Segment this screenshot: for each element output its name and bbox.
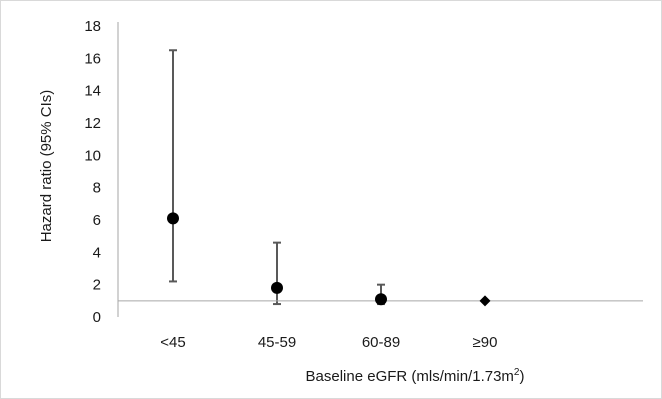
x-axis-title-main: Baseline eGFR (mls/min/1.73m [306, 368, 514, 385]
data-point-diamond [479, 295, 491, 307]
y-tick-label: 0 [93, 309, 101, 326]
data-point [271, 281, 283, 294]
x-tick-label: ≥90 [473, 334, 498, 351]
x-tick-labels: <45 45-59 60-89 ≥90 [160, 334, 497, 351]
data-point [167, 212, 179, 225]
x-axis-title: Baseline eGFR (mls/min/1.73m2) [306, 367, 525, 385]
y-tick-labels: 0 2 4 6 8 10 12 14 16 18 [84, 18, 101, 326]
y-tick-label: 6 [93, 212, 101, 229]
x-tick-label: <45 [160, 334, 185, 351]
y-tick-label: 10 [84, 147, 101, 164]
error-bar [169, 49, 177, 283]
x-tick-label: 60-89 [362, 334, 400, 351]
data-points [167, 212, 491, 307]
error-bar [273, 241, 281, 306]
y-axis-title: Hazard ratio (95% CIs) [38, 90, 55, 243]
y-tick-label: 18 [84, 18, 101, 35]
data-point [375, 293, 387, 306]
x-tick-label: 45-59 [258, 334, 296, 351]
y-tick-label: 4 [93, 244, 101, 261]
y-tick-label: 14 [84, 83, 101, 100]
x-axis-title-superscript: 2 [514, 367, 520, 378]
error-bars [169, 49, 385, 306]
y-tick-label: 12 [84, 115, 101, 132]
y-tick-label: 16 [84, 50, 101, 67]
y-tick-label: 8 [93, 180, 101, 197]
x-axis-title-suffix: ) [519, 368, 524, 385]
y-tick-label: 2 [93, 277, 101, 294]
